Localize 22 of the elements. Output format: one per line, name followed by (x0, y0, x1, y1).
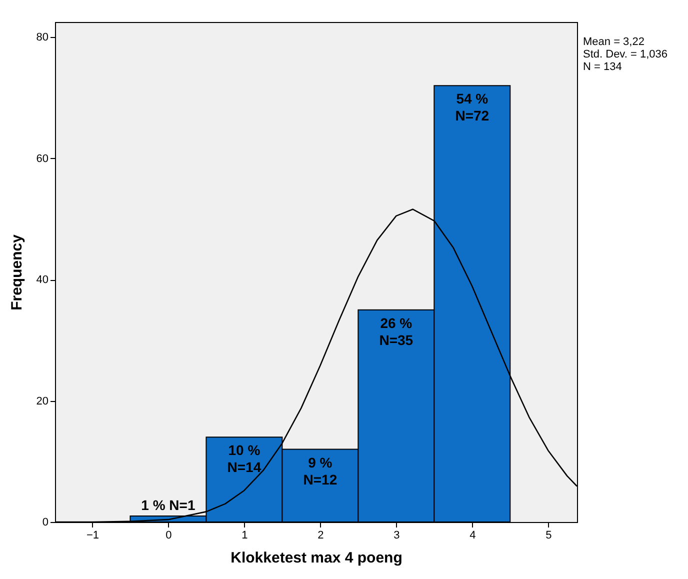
text: Std. Dev. = 1,036 (583, 48, 668, 60)
x-axis-title: Klokketest max 4 poeng (230, 550, 402, 566)
text: Mean = 3,22 (583, 36, 644, 48)
data-label: 54 % N=72 (455, 90, 490, 124)
x-tick-label: 5 (546, 530, 552, 542)
data-label: 10 % N=14 (227, 442, 262, 476)
y-tick-label: 60 (36, 152, 48, 165)
x-tick-label: 3 (394, 530, 400, 542)
x-tick-label: 1 (242, 530, 248, 542)
text: N = 134 (583, 61, 622, 73)
data-label: 1 % N=1 (141, 496, 196, 513)
data-label: 26 % N=35 (379, 314, 414, 348)
x-tick-label: −1 (86, 530, 100, 542)
y-tick-label: 20 (36, 395, 48, 408)
y-tick-label: 40 (36, 274, 48, 286)
data-label: 9 % N=12 (303, 454, 338, 488)
x-tick-label: 2 (318, 530, 324, 542)
y-tick-label: 80 (36, 32, 48, 44)
y-axis-title: Frequency (8, 234, 26, 310)
x-tick-label: 0 (166, 530, 172, 542)
y-tick-label: 0 (42, 516, 48, 528)
x-tick-label: 4 (470, 530, 476, 542)
